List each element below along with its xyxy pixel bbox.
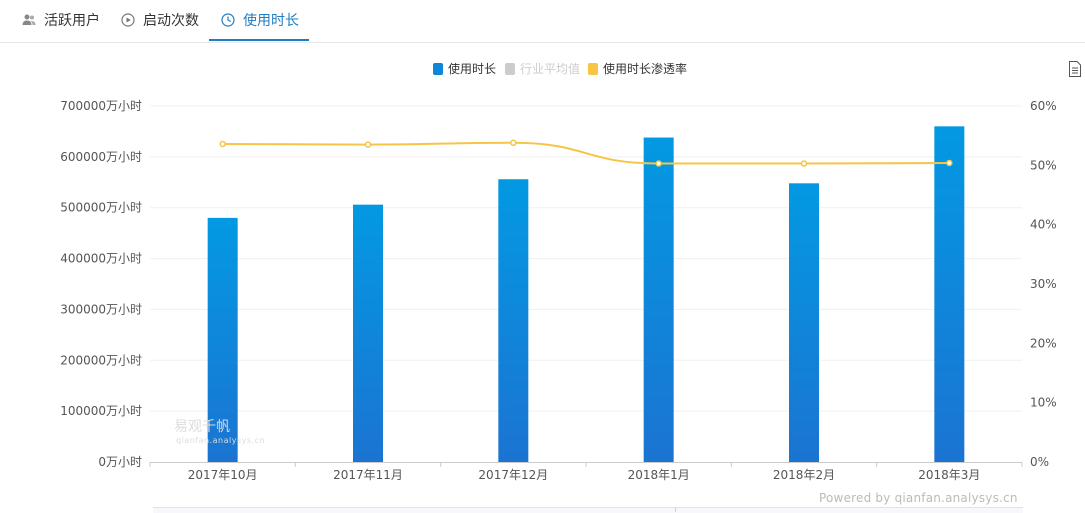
bar: [353, 204, 383, 463]
legend-swatch: [433, 62, 443, 75]
x-tick-label: 2017年11月: [333, 468, 403, 482]
y-right-tick-label: 0%: [1030, 455, 1049, 469]
watermark-title: 易观千帆: [174, 419, 230, 435]
watermark-url: qianfan.analysys.cn: [176, 436, 266, 445]
powered-by-credit: Powered by qianfan.analysys.cn: [819, 491, 1018, 505]
range-slider[interactable]: [153, 507, 1023, 513]
y-left-tick-label: 0万小时: [98, 455, 142, 469]
bar: [498, 179, 529, 462]
line-point: [655, 160, 662, 167]
legend-label: 使用时长渗透率: [603, 62, 688, 76]
bar: [789, 183, 819, 462]
metric-tabs: 活跃用户 启动次数 使用时长: [0, 0, 1085, 43]
x-tick-label: 2018年3月: [918, 468, 980, 482]
y-right-tick-label: 10%: [1030, 396, 1057, 410]
bar: [934, 126, 965, 462]
tab-usage-duration[interactable]: 使用时长: [221, 0, 299, 40]
line-series: [219, 139, 953, 167]
y-left-tick-label: 400000万小时: [60, 252, 142, 266]
y-right-tick-label: 40%: [1030, 218, 1057, 232]
x-tick-label: 2018年2月: [773, 468, 835, 482]
y-left-tick-label: 600000万小时: [60, 150, 142, 164]
tab-label: 使用时长: [243, 13, 299, 29]
y-left-tick-label: 500000万小时: [60, 201, 142, 215]
bar-series: [207, 126, 965, 463]
chart-legend: 使用时长 行业平均值 使用时长渗透率: [0, 60, 1085, 76]
y-right-tick-label: 20%: [1030, 336, 1057, 350]
legend-item-industry-average[interactable]: 行业平均值: [505, 60, 580, 77]
penetration-line: [222, 141, 950, 165]
line-point: [800, 160, 808, 167]
legend-label: 行业平均值: [520, 62, 581, 76]
legend-swatch: [588, 62, 598, 75]
range-slider-handle[interactable]: [675, 507, 676, 512]
users-icon: [22, 14, 36, 25]
legend-label: 使用时长: [448, 62, 497, 76]
gridlines: [150, 105, 1022, 412]
active-tab-indicator: [209, 39, 309, 41]
y-left-tick-label: 300000万小时: [60, 302, 142, 316]
line-point: [510, 139, 517, 147]
x-tick-label: 2017年10月: [188, 468, 258, 482]
tab-launch-count[interactable]: 启动次数: [121, 0, 199, 40]
y-left-tick-label: 700000万小时: [60, 99, 142, 113]
line-point: [219, 140, 226, 148]
x-tick-label: 2017年12月: [478, 468, 548, 482]
x-tick-label: 2018年1月: [628, 468, 690, 482]
bar: [207, 217, 238, 462]
y-left-tick-label: 200000万小时: [60, 353, 142, 367]
axes: 0万小时 100000万小时 200000万小时 300000万小时 400000万小时…: [60, 99, 1056, 482]
play-circle-icon: [121, 13, 135, 27]
y-left-tick-label: 100000万小时: [60, 404, 142, 418]
legend-swatch: [505, 62, 515, 75]
line-point: [946, 159, 953, 167]
clock-icon: [221, 13, 235, 27]
legend-item-usage-penetration[interactable]: 使用时长渗透率: [588, 60, 687, 77]
tab-active-users[interactable]: 活跃用户: [22, 0, 100, 40]
watermark: 易观千帆 qianfan.analysys.cn: [174, 416, 265, 445]
line-point: [364, 141, 372, 148]
document-icon[interactable]: [1069, 61, 1081, 77]
bar: [643, 137, 674, 462]
y-right-tick-label: 50%: [1030, 158, 1057, 172]
y-right-tick-label: 30%: [1030, 277, 1057, 291]
tab-label: 启动次数: [143, 13, 199, 29]
legend-item-usage-duration[interactable]: 使用时长: [433, 60, 496, 77]
y-right-tick-label: 60%: [1030, 99, 1057, 113]
tab-label: 活跃用户: [44, 13, 100, 29]
